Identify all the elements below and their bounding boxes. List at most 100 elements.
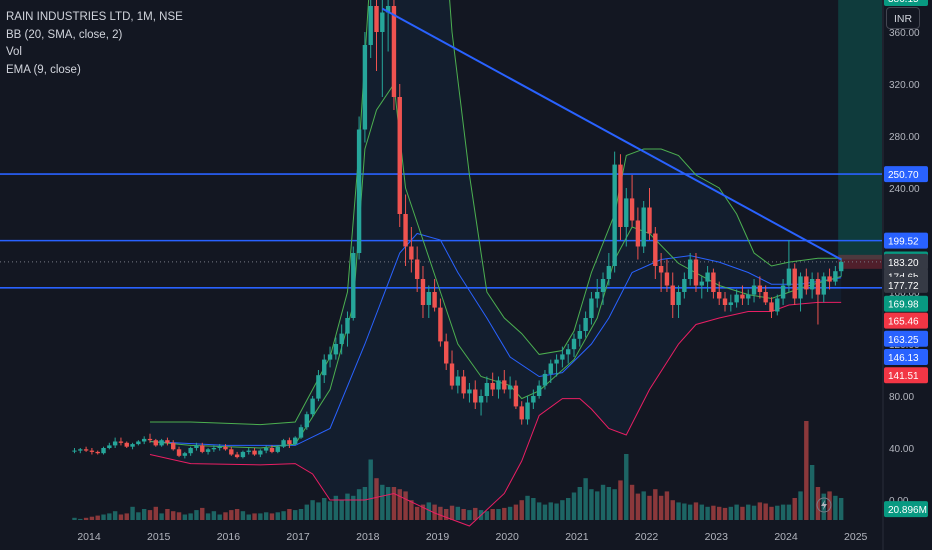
y-tick-label: 320.00 bbox=[889, 80, 920, 91]
candle-body bbox=[188, 448, 193, 454]
volume-bar bbox=[322, 498, 327, 520]
candle-body bbox=[542, 373, 548, 386]
volume-bar bbox=[658, 495, 664, 520]
price-label-tag bbox=[884, 501, 928, 518]
candle-body bbox=[78, 449, 83, 451]
volume-bar bbox=[147, 510, 153, 520]
y-tick-label: 40.00 bbox=[889, 444, 914, 455]
price-label-tag bbox=[884, 253, 928, 270]
price-label: 177.72 bbox=[888, 281, 919, 292]
candle-body bbox=[426, 292, 431, 305]
candle-body bbox=[502, 380, 507, 390]
volume-bar bbox=[101, 514, 106, 520]
candle-body bbox=[658, 266, 664, 273]
x-tick-label: 2020 bbox=[496, 531, 520, 543]
volume-bar bbox=[676, 502, 681, 520]
volume-bar bbox=[711, 505, 716, 520]
candle-body bbox=[490, 383, 495, 390]
indicator-bb[interactable]: BB (20, SMA, close, 2) bbox=[6, 28, 123, 41]
candle-body bbox=[292, 437, 298, 445]
volume-bar bbox=[409, 500, 414, 520]
candle-body bbox=[327, 354, 333, 360]
candle-body bbox=[583, 318, 588, 331]
volume-bar bbox=[211, 511, 217, 520]
volume-bar bbox=[89, 516, 95, 520]
target-zone bbox=[838, 0, 882, 260]
volume-bar bbox=[339, 500, 344, 520]
candle-body bbox=[420, 279, 426, 305]
candle-body bbox=[72, 450, 77, 452]
volume-bar bbox=[467, 510, 472, 520]
candle-body bbox=[612, 164, 617, 266]
volume-bar bbox=[769, 506, 774, 520]
volume-bar bbox=[461, 509, 466, 520]
candle-body bbox=[171, 442, 176, 450]
indicator-ema[interactable]: EMA (9, close) bbox=[6, 63, 81, 76]
candle-body bbox=[118, 441, 124, 443]
candle-body bbox=[763, 292, 768, 303]
candle-body bbox=[722, 298, 728, 305]
volume-bar bbox=[200, 507, 205, 520]
candle-body bbox=[769, 302, 774, 312]
candle-body bbox=[124, 442, 129, 447]
candle-body bbox=[345, 318, 350, 334]
volume-bar bbox=[606, 487, 612, 520]
price-label: 20.896M bbox=[888, 505, 927, 516]
candle-body bbox=[385, 6, 391, 13]
candle-body bbox=[356, 129, 362, 253]
candle-body bbox=[734, 294, 739, 303]
candle-body bbox=[258, 450, 263, 455]
volume-bar bbox=[502, 507, 507, 520]
volume-bar bbox=[298, 509, 304, 520]
price-label-tag bbox=[884, 232, 928, 249]
volume-bar bbox=[804, 421, 809, 520]
candle-body bbox=[827, 276, 832, 282]
volume-bar bbox=[740, 506, 745, 520]
indicator-volume[interactable]: Vol bbox=[6, 46, 22, 58]
candle-body bbox=[310, 398, 315, 415]
currency-button[interactable]: INR bbox=[886, 7, 920, 29]
volume-bar bbox=[374, 478, 379, 520]
candle-body bbox=[792, 268, 797, 299]
candle-body bbox=[589, 298, 594, 318]
price-label: 183.20 bbox=[888, 258, 919, 269]
volume-bar bbox=[188, 513, 193, 520]
candle-body bbox=[670, 285, 675, 305]
volume-bar bbox=[507, 506, 513, 520]
volume-bar bbox=[112, 511, 118, 520]
x-tick-label: 2017 bbox=[286, 531, 310, 543]
bollinger-lower-line bbox=[149, 301, 842, 527]
volume-bar bbox=[525, 495, 530, 520]
candle-body bbox=[711, 272, 716, 292]
candle-body bbox=[368, 6, 373, 45]
volume-bar bbox=[403, 491, 408, 520]
y-tick-label: 80.00 bbox=[889, 392, 914, 403]
volume-bar bbox=[275, 512, 280, 520]
volume-bar bbox=[624, 454, 629, 520]
y-tick-label: 280.00 bbox=[889, 132, 920, 143]
volume-bar bbox=[699, 504, 704, 520]
candle-body bbox=[444, 341, 449, 364]
candle-body bbox=[205, 449, 211, 452]
x-tick-label: 2016 bbox=[217, 531, 241, 543]
candle-body bbox=[565, 349, 571, 355]
candle-body bbox=[600, 279, 606, 292]
candle-body bbox=[165, 440, 170, 443]
volume-bar bbox=[234, 509, 240, 520]
volume-bar bbox=[722, 507, 728, 520]
volume-bar bbox=[786, 504, 792, 520]
candle-body bbox=[786, 268, 792, 286]
volume-bar bbox=[391, 487, 397, 520]
volume-bar bbox=[751, 505, 757, 520]
volume-bar bbox=[775, 505, 780, 520]
candle-body bbox=[653, 233, 658, 266]
x-tick-label: 2014 bbox=[77, 531, 101, 543]
candle-body bbox=[200, 445, 205, 452]
volume-bar bbox=[449, 505, 455, 520]
candle-body bbox=[519, 406, 524, 420]
volume-bar bbox=[728, 506, 734, 520]
volume-bar bbox=[194, 510, 199, 520]
candle-body bbox=[809, 279, 815, 290]
candle-body bbox=[240, 451, 246, 458]
